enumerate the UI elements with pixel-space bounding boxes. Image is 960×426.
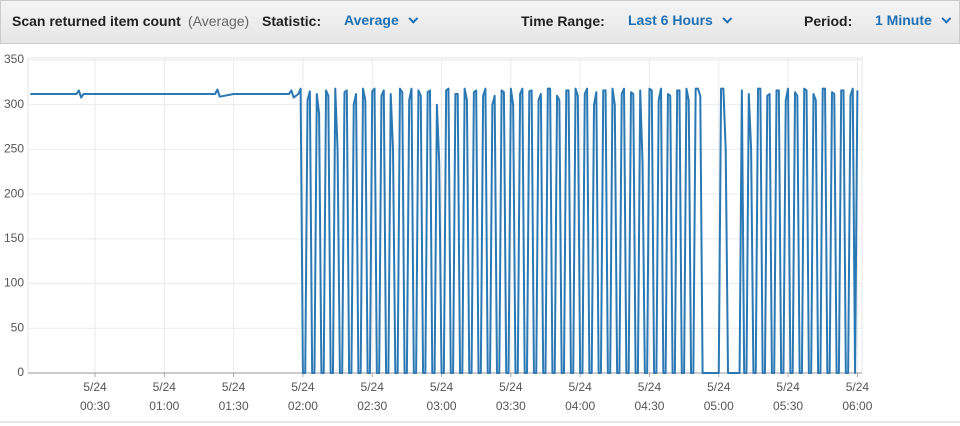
y-tick-label: 200 <box>4 186 24 200</box>
toolbar: Scan returned item count (Average) Stati… <box>0 0 960 44</box>
data-line <box>30 87 859 374</box>
time-range-label: Time Range: <box>521 13 605 29</box>
x-tick-label: 5/24 06:00 <box>842 380 872 413</box>
x-tick-label: 5/24 05:30 <box>773 380 803 413</box>
y-tick-label: 0 <box>17 365 24 379</box>
statistic-label: Statistic: <box>262 13 322 29</box>
x-tick-label: 5/24 01:30 <box>219 380 249 413</box>
metric-stat: (Average) <box>188 13 250 29</box>
x-tick-label: 5/24 03:00 <box>427 380 457 413</box>
y-tick-label: 300 <box>4 97 24 111</box>
time-range-dropdown[interactable]: Last 6 Hours <box>628 12 728 28</box>
y-tick-label: 50 <box>11 320 25 334</box>
x-tick-label: 5/24 04:00 <box>565 380 595 413</box>
period-dropdown[interactable]: 1 Minute <box>875 12 947 28</box>
y-tick-label: 100 <box>4 276 24 290</box>
chart: 0 50 100 150 200 250 300 350 5/24 00:30 5/24 01:00 5… <box>0 52 960 423</box>
x-tick-label: 5/24 02:00 <box>288 380 318 413</box>
x-tick-label: 5/24 05:00 <box>704 380 734 413</box>
x-tick-label: 5/24 04:30 <box>634 380 664 413</box>
y-tick-label: 150 <box>4 231 24 245</box>
y-tick-label: 250 <box>4 142 24 156</box>
x-tick-label: 5/24 02:30 <box>357 380 387 413</box>
statistic-dropdown[interactable]: Average <box>344 12 414 28</box>
x-tick-label: 5/24 01:00 <box>149 380 179 413</box>
x-tick-label: 5/24 03:30 <box>496 380 526 413</box>
period-label: Period: <box>804 13 853 29</box>
y-tick-label: 350 <box>4 52 24 66</box>
metric-name: Scan returned item count <box>12 13 181 29</box>
x-tick-label: 5/24 00:30 <box>80 380 110 413</box>
